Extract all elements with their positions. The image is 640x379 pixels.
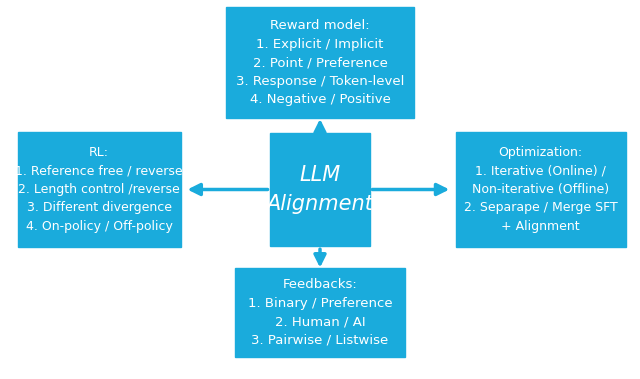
FancyBboxPatch shape <box>456 132 625 247</box>
Text: Reward model:
1. Explicit / Implicit
2. Point / Preference
3. Response / Token-l: Reward model: 1. Explicit / Implicit 2. … <box>236 19 404 106</box>
Text: LLM
Alignment: LLM Alignment <box>267 165 373 214</box>
FancyBboxPatch shape <box>236 268 405 357</box>
Text: Optimization:
1. Iterative (Online) /
Non-iterative (Offline)
2. Separape / Merg: Optimization: 1. Iterative (Online) / No… <box>464 146 618 233</box>
Text: Feedbacks:
1. Binary / Preference
2. Human / AI
3. Pairwise / Listwise: Feedbacks: 1. Binary / Preference 2. Hum… <box>248 279 392 347</box>
Text: RL:
1. Reference free / reverse
2. Length control /reverse
3. Different divergen: RL: 1. Reference free / reverse 2. Lengt… <box>15 146 183 233</box>
FancyBboxPatch shape <box>270 133 370 246</box>
FancyBboxPatch shape <box>226 7 415 118</box>
FancyBboxPatch shape <box>17 132 180 247</box>
